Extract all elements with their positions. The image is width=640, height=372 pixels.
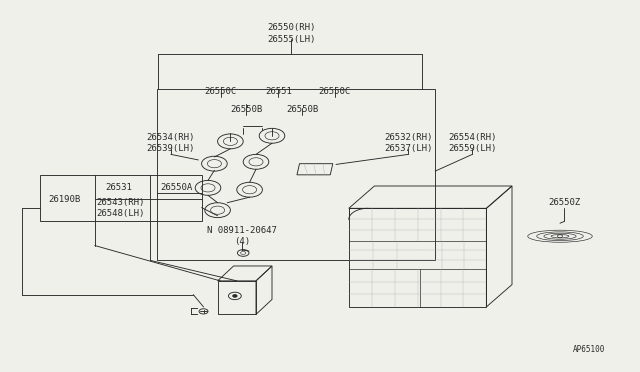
Text: 26550B: 26550B	[230, 105, 262, 114]
Text: AP65100: AP65100	[572, 345, 605, 354]
Circle shape	[233, 295, 237, 297]
Text: 26554(RH)
26559(LH): 26554(RH) 26559(LH)	[448, 133, 497, 153]
Bar	[40, 175, 202, 221]
Text: 26534(RH)
26539(LH): 26534(RH) 26539(LH)	[147, 133, 195, 153]
Text: 26550(RH)
26555(LH): 26550(RH) 26555(LH)	[267, 23, 316, 44]
Text: 26551: 26551	[265, 87, 292, 96]
Text: 26550C: 26550C	[319, 87, 351, 96]
Text: 26531: 26531	[105, 183, 132, 192]
Text: 26550Z: 26550Z	[548, 198, 580, 207]
Text: 26543(RH)
26548(LH): 26543(RH) 26548(LH)	[96, 198, 145, 218]
Text: 26550C: 26550C	[205, 87, 237, 96]
Text: N 08911-20647
(4): N 08911-20647 (4)	[207, 226, 277, 246]
Text: 26550B: 26550B	[286, 105, 318, 114]
Text: 26532(RH)
26537(LH): 26532(RH) 26537(LH)	[384, 133, 433, 153]
Bar	[157, 89, 435, 260]
Text: 26190B: 26190B	[48, 195, 80, 203]
Text: 26550A: 26550A	[160, 183, 192, 192]
